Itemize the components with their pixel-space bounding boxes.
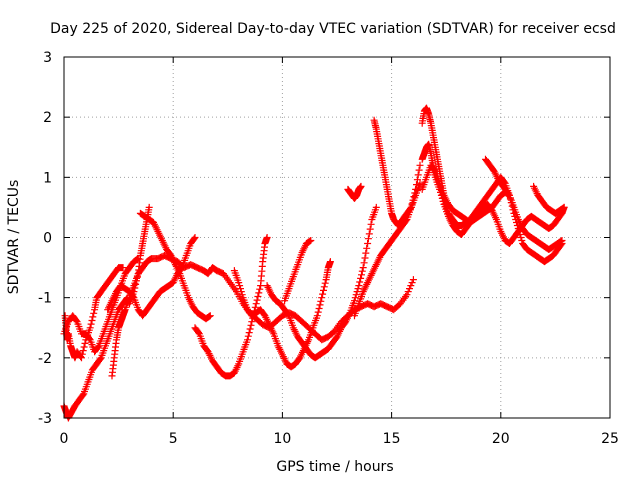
y-tick-label: 1 [43,170,52,186]
y-tick-label: -2 [38,351,52,367]
x-axis-label: GPS time / hours [276,459,393,475]
y-tick-label: 0 [43,231,52,247]
x-tick-label: 0 [60,431,69,447]
chart-background [0,0,640,480]
y-tick-label: -3 [38,411,52,427]
x-tick-label: 25 [601,431,619,447]
x-tick-label: 20 [492,431,510,447]
chart-title: Day 225 of 2020, Sidereal Day-to-day VTE… [50,21,616,37]
y-axis-label: SDTVAR / TECUs [6,180,22,295]
x-tick-label: 5 [169,431,178,447]
x-tick-label: 15 [383,431,401,447]
y-tick-label: 2 [43,110,52,126]
chart: Day 225 of 2020, Sidereal Day-to-day VTE… [0,0,640,480]
y-tick-label: -1 [38,291,52,307]
y-tick-label: 3 [43,50,52,66]
x-tick-label: 10 [273,431,291,447]
